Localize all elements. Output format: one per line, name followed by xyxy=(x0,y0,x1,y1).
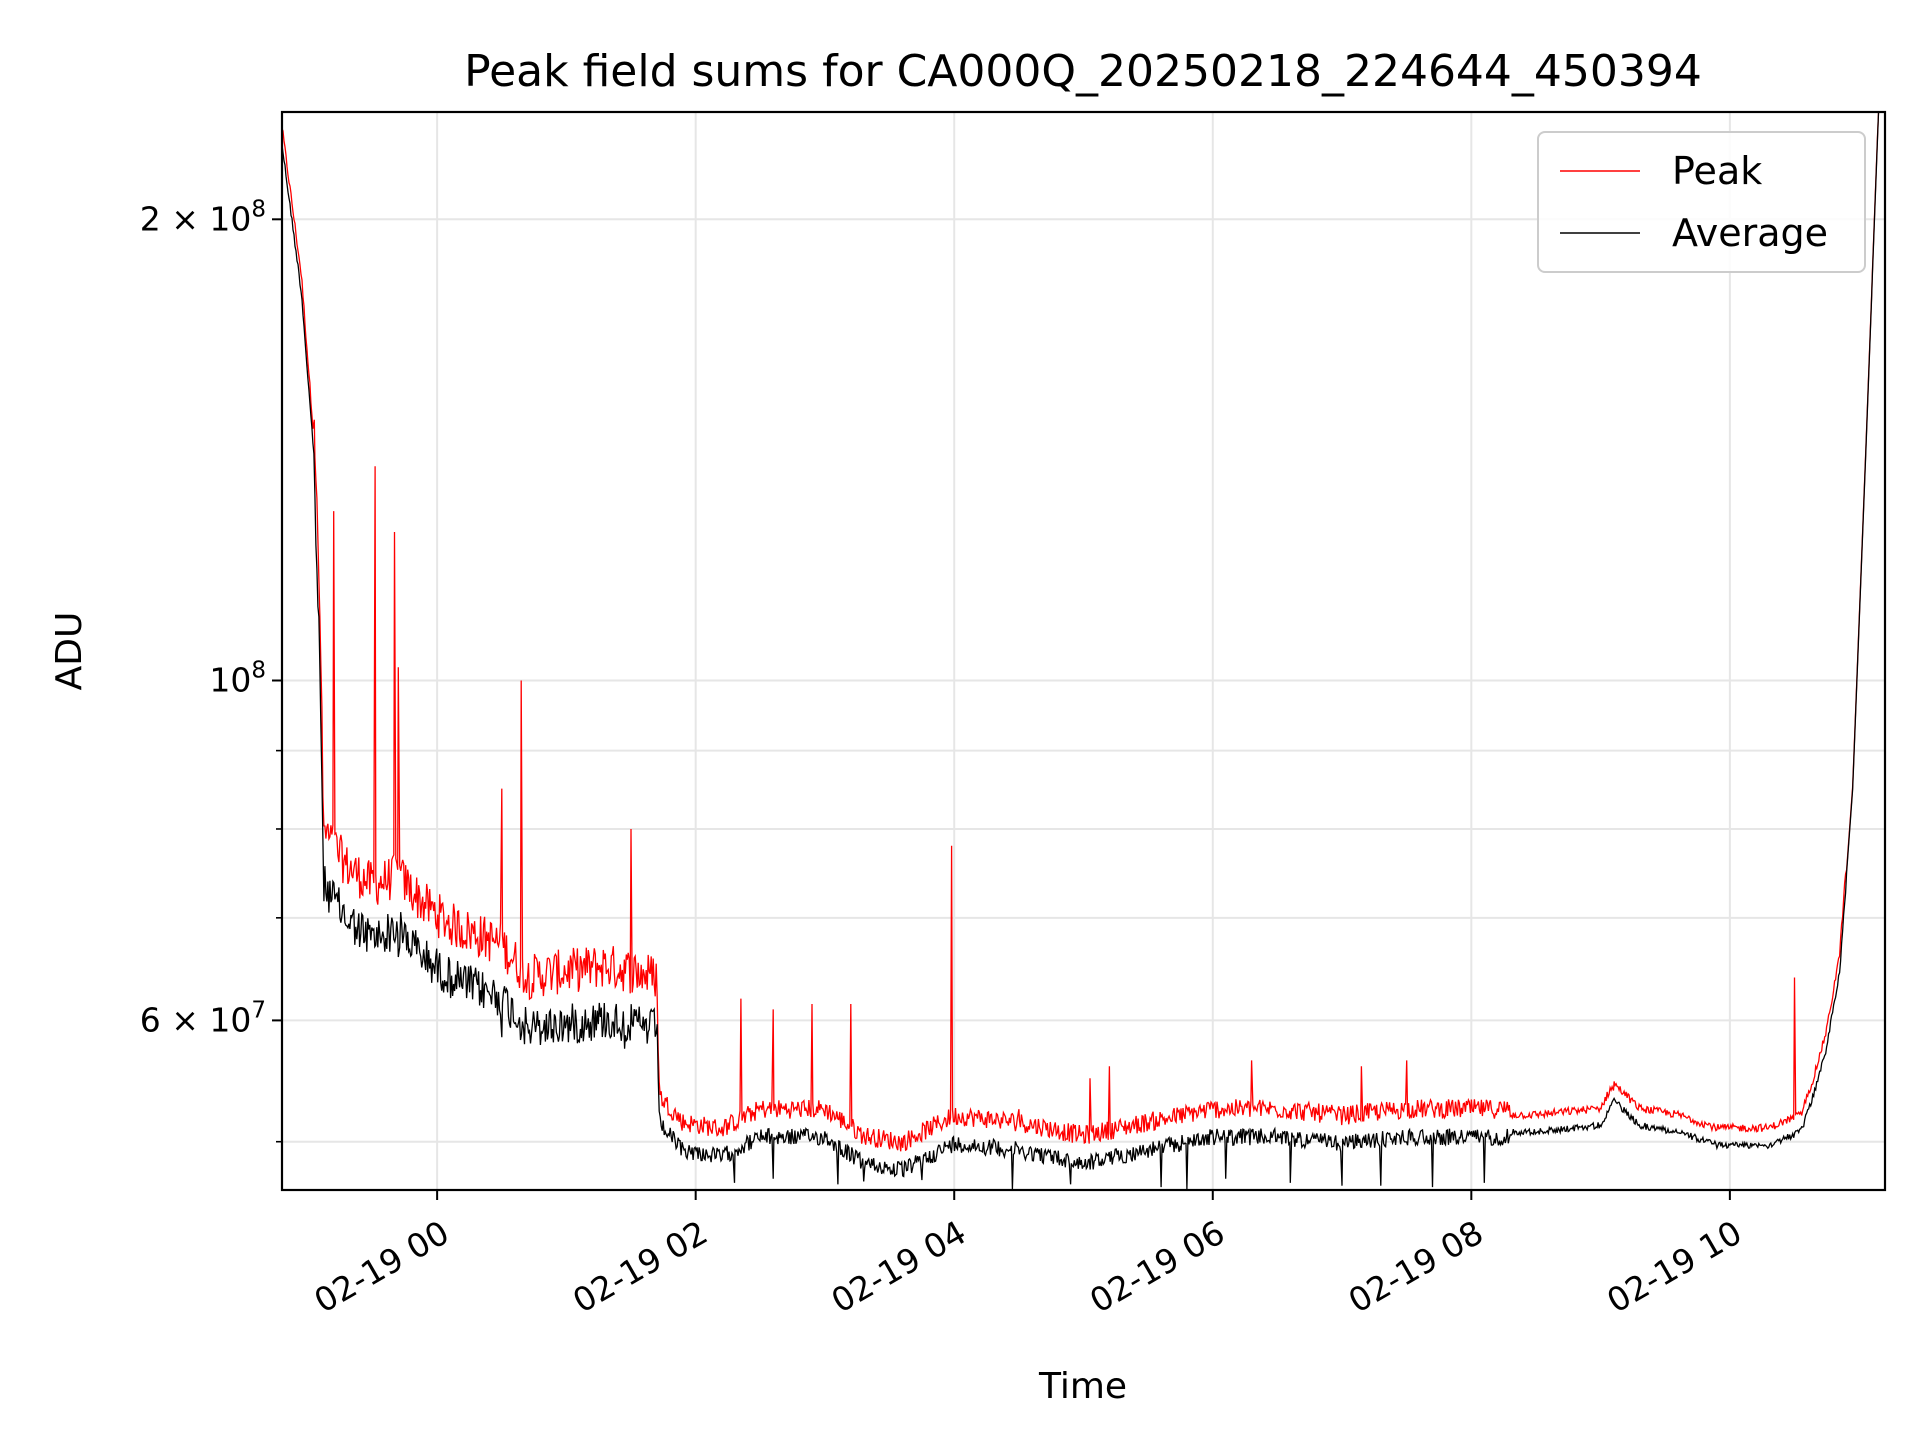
chart-title: Peak field sums for CA000Q_20250218_2246… xyxy=(464,46,1702,97)
series-peak-line xyxy=(281,112,1880,1152)
grid-layer xyxy=(282,112,1885,1190)
y-tick-label: 2 × 108 xyxy=(140,196,266,238)
plot-frame xyxy=(280,110,1887,1192)
x-axis-label: Time xyxy=(1038,1366,1127,1407)
legend-peak-label: Peak xyxy=(1672,149,1762,193)
series-layer xyxy=(281,112,1880,1190)
legend: Peak Average xyxy=(1537,131,1866,273)
legend-box xyxy=(1537,131,1866,273)
y-axis-label: ADU xyxy=(49,612,90,691)
series-average-line xyxy=(281,112,1880,1190)
legend-average-label: Average xyxy=(1672,211,1828,255)
y-tick-label: 6 × 107 xyxy=(140,997,266,1039)
